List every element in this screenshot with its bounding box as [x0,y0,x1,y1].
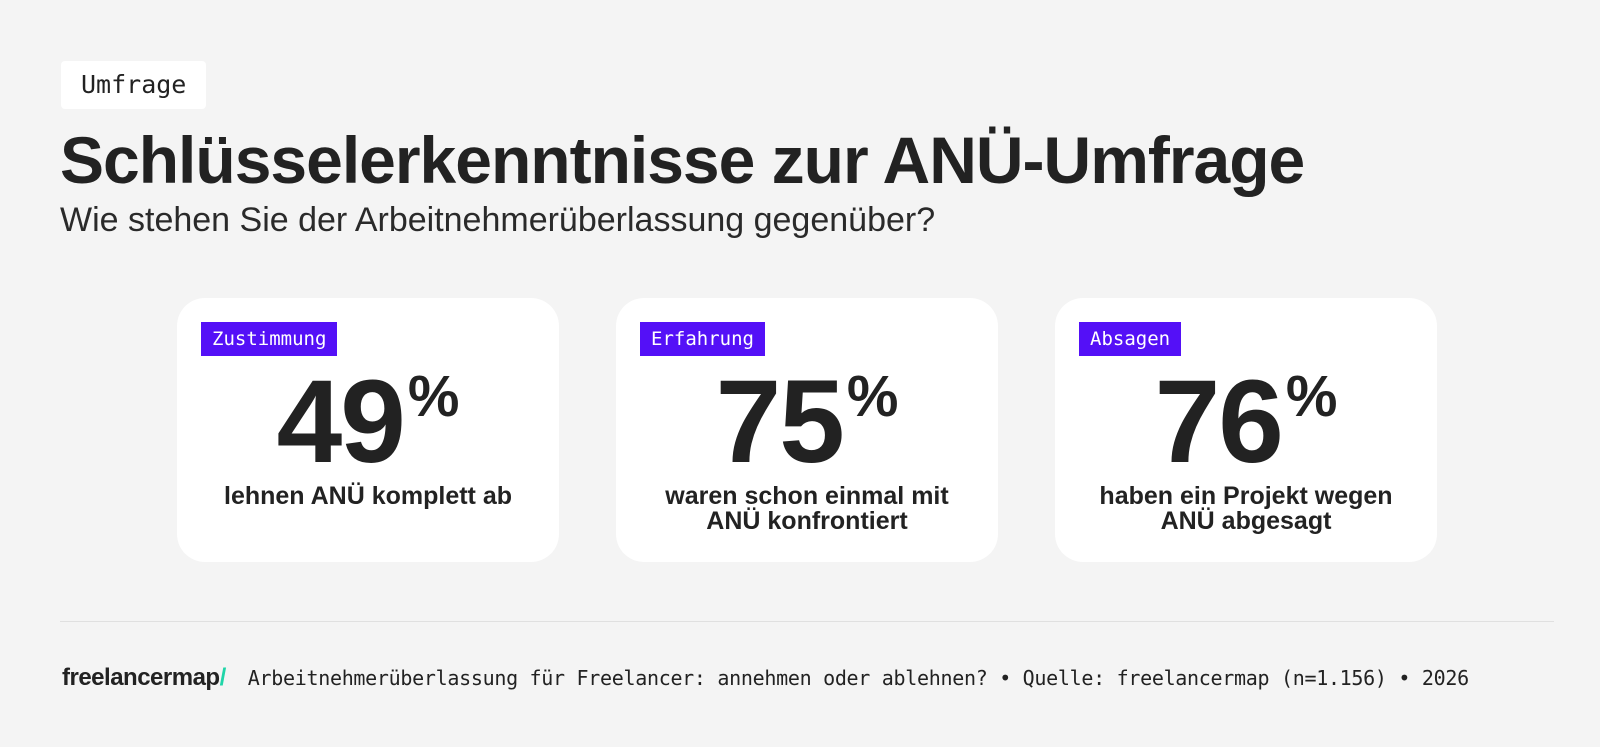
stat-value: 75 [715,356,845,488]
stat-unit: % [846,364,899,429]
stat-description: waren schon einmal mit ANÜ konfrontiert [665,482,949,535]
source-text: Arbeitnehmerüberlassung für Freelancer: … [247,666,1469,690]
category-tag: Umfrage [61,61,207,109]
stat-description: lehnen ANÜ komplett ab [224,482,512,510]
stat-card-absagen: Absagen 76% haben ein Projekt wegen ANÜ … [1055,298,1437,562]
stat-badge: Absagen [1079,322,1182,356]
page-subtitle: Wie stehen Sie der Arbeitnehmerüberlassu… [60,201,936,239]
stat-value: 49 [276,356,406,488]
stat-value: 76 [1154,356,1284,488]
logo-text: freelancermap [62,664,220,691]
stat-value-row: 76% [1055,362,1437,482]
stat-cards: Zustimmung 49% lehnen ANÜ komplett ab Er… [177,298,1437,562]
stat-value-row: 49% [177,362,559,482]
stat-unit: % [407,364,460,429]
stat-card-erfahrung: Erfahrung 75% waren schon einmal mit ANÜ… [616,298,998,562]
freelancermap-logo: freelancermap/ [62,664,226,692]
stat-description: haben ein Projekt wegen ANÜ abgesagt [1099,482,1393,535]
stat-badge: Erfahrung [640,322,765,356]
page-title: Schlüsselerkenntnisse zur ANÜ-Umfrage [60,123,1305,197]
footer: freelancermap/ Arbeitnehmerüberlassung f… [62,664,1469,692]
logo-slash-mark: / [219,664,227,691]
footer-divider [60,621,1554,622]
stat-unit: % [1285,364,1338,429]
stat-badge: Zustimmung [201,322,338,356]
stat-value-row: 75% [616,362,998,482]
stat-card-zustimmung: Zustimmung 49% lehnen ANÜ komplett ab [177,298,559,562]
